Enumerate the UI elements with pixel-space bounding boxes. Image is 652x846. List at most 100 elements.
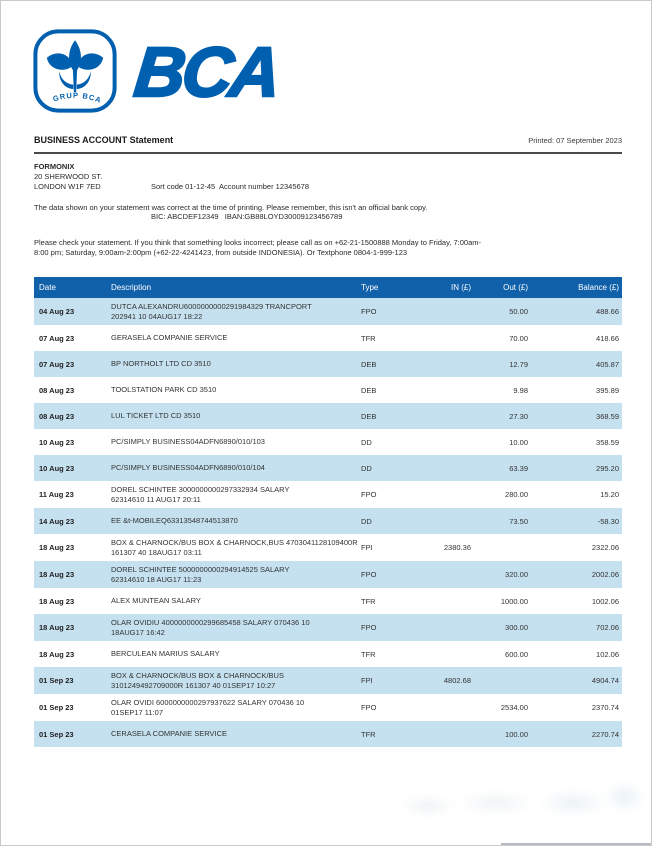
cell-description: CERASELA COMPANIE SERVICE [111,729,228,739]
table-row: 08 Aug 23 LUL TICKET LTD CD 3510 DEB 27.… [34,403,622,429]
cell-type: FPO [361,490,377,499]
cell-description: GERASELA COMPANIE SERVICE [111,333,228,343]
table-row: 01 Sep 23 BOX & CHARNOCK/BUS BOX & CHARN… [34,667,622,694]
svg-text:GRUP BCA: GRUP BCA [52,91,103,105]
table-row: 01 Sep 23 CERASELA COMPANIE SERVICE TFR … [34,721,622,747]
column-header-type: Type [361,283,379,292]
printed-date: Printed: 07 September 2023 [528,136,622,145]
column-header-date: Date [39,283,56,292]
title-bar: BUSINESS ACCOUNT Statement Printed: 07 S… [34,135,622,145]
cell-type: FPO [361,570,377,579]
bca-emblem-icon: GRUP BCA [33,29,117,113]
cell-date: 11 Aug 23 [39,490,74,499]
cell-balance: 2002.06 [591,570,619,579]
cell-description: DUTCA ALEXANDRU6000000000291984329 TRANC… [111,302,312,321]
cell-type: FPO [361,623,377,632]
table-row: 07 Aug 23 BP NORTHOLT LTD CD 3510 DEB 12… [34,351,622,377]
emblem-caption: GRUP BCA [52,91,102,105]
column-header-out: Out (£) [503,283,528,292]
cell-date: 01 Sep 23 [39,703,74,712]
cell-balance: 1002.06 [591,596,619,606]
cell-type: DEB [361,385,377,395]
cell-description: LUL TICKET LTD CD 3510 [111,411,201,421]
cell-balance: 102.06 [596,649,619,659]
customer-address: FORMONIX 20 SHERWOOD ST. LONDON W1F 7ED [34,162,102,192]
table-header-row: Date Description Type IN (£) Out (£) Bal… [34,277,622,298]
bic-iban: BIC: ABCDEF12349 IBAN:GB88LOYD3000912345… [151,212,343,221]
table-row: 10 Aug 23 PC/SIMPLY BUSINESS04ADFN6890/0… [34,455,622,481]
table-row: 14 Aug 23 EE &t-MOBILEQ63313548744513870… [34,508,622,534]
cell-balance: -58.30 [597,516,619,526]
cell-out: 12.79 [509,359,528,369]
table-row: 07 Aug 23 GERASELA COMPANIE SERVICE TFR … [34,325,622,351]
cell-out: 9.98 [513,385,528,395]
cell-description: DOREL SCHINTEE 3000000000297332934 SALAR… [111,485,290,504]
cell-balance: 358.59 [596,437,619,447]
cell-description: ALEX MUNTEAN SALARY [111,596,201,606]
table-row: 18 Aug 23 ALEX MUNTEAN SALARY TFR 1000.0… [34,588,622,614]
cell-description: BERCULEAN MARIUS SALARY [111,649,220,659]
cell-out: 73.50 [509,516,528,526]
cell-balance: 2270.74 [591,729,619,739]
cell-out: 320.00 [505,570,528,579]
cell-type: DEB [361,359,377,369]
sort-code-account-number: Sort code 01-12-45 Account number 123456… [151,182,310,191]
cell-description: BOX & CHARNOCK/BUS BOX & CHARNOCK/BUS 31… [111,671,284,690]
cell-balance: 4904.74 [591,676,619,685]
cell-description: BOX & CHARNOCK/BUS BOX & CHARNOCK,BUS 47… [111,538,358,557]
table-row: 04 Aug 23 DUTCA ALEXANDRU600000000029198… [34,298,622,325]
cell-description: DOREL SCHINTEE 5000000000294914525 SALAR… [111,565,290,584]
cell-out: 63.39 [509,463,528,473]
cell-type: DD [361,437,372,447]
cell-date: 18 Aug 23 [39,543,75,552]
column-header-in: IN (£) [451,283,471,292]
cell-description: EE &t-MOBILEQ63313548744513870 [111,516,238,526]
cell-balance: 368.59 [596,411,619,421]
address-line-1: 20 SHERWOOD ST. [34,172,103,181]
cell-out: 50.00 [509,307,528,316]
cell-out: 2534.00 [500,703,528,712]
cell-description: PC/SIMPLY BUSINESS04ADFN6890/010/104 [111,463,265,473]
cell-date: 08 Aug 23 [39,411,75,421]
cell-in: 4802.68 [443,676,471,685]
cell-type: FPI [361,543,373,552]
cell-date: 07 Aug 23 [39,359,75,369]
cell-date: 18 Aug 23 [39,596,75,606]
cell-type: DD [361,516,372,526]
bca-logo: GRUP BCA BCA [31,27,283,115]
customer-name: FORMONIX [34,162,75,171]
cell-type: TFR [361,333,376,343]
cell-in: 2380.36 [443,543,471,552]
table-row: 18 Aug 23 DOREL SCHINTEE 500000000029491… [34,561,622,588]
cell-balance: 395.89 [596,385,619,395]
transactions-table: Date Description Type IN (£) Out (£) Bal… [34,277,622,747]
cell-balance: 405.87 [596,359,619,369]
cell-date: 10 Aug 23 [39,463,75,473]
cell-type: TFR [361,729,376,739]
cell-type: FPO [361,703,377,712]
cell-balance: 702.06 [596,623,619,632]
cell-out: 600.00 [505,649,528,659]
table-row: 18 Aug 23 BERCULEAN MARIUS SALARY TFR 60… [34,641,622,667]
cell-balance: 2322.06 [591,543,619,552]
cell-date: 18 Aug 23 [39,649,75,659]
cell-balance: 15.20 [600,490,619,499]
cell-type: DEB [361,411,377,421]
cell-type: FPI [361,676,373,685]
column-header-description: Description [111,282,152,292]
cell-description: PC/SIMPLY BUSINESS04ADFN6890/010/103 [111,437,265,447]
cell-balance: 2370.74 [591,703,619,712]
cell-type: TFR [361,596,376,606]
cell-out: 300.00 [505,623,528,632]
cell-description: OLAR OVIDIU 4000000000299685458 SALARY 0… [111,618,310,637]
cell-out: 10.00 [509,437,528,447]
cell-balance: 488.66 [596,307,619,316]
cell-description: TOOLSTATION PARK CD 3510 [111,385,217,395]
cell-date: 01 Sep 23 [39,676,74,685]
scan-edge-artifact [501,843,651,845]
column-header-balance: Balance (£) [578,283,619,292]
table-row: 18 Aug 23 OLAR OVIDIU 400000000029968545… [34,614,622,641]
cell-date: 18 Aug 23 [39,570,75,579]
table-row: 18 Aug 23 BOX & CHARNOCK/BUS BOX & CHARN… [34,534,622,561]
